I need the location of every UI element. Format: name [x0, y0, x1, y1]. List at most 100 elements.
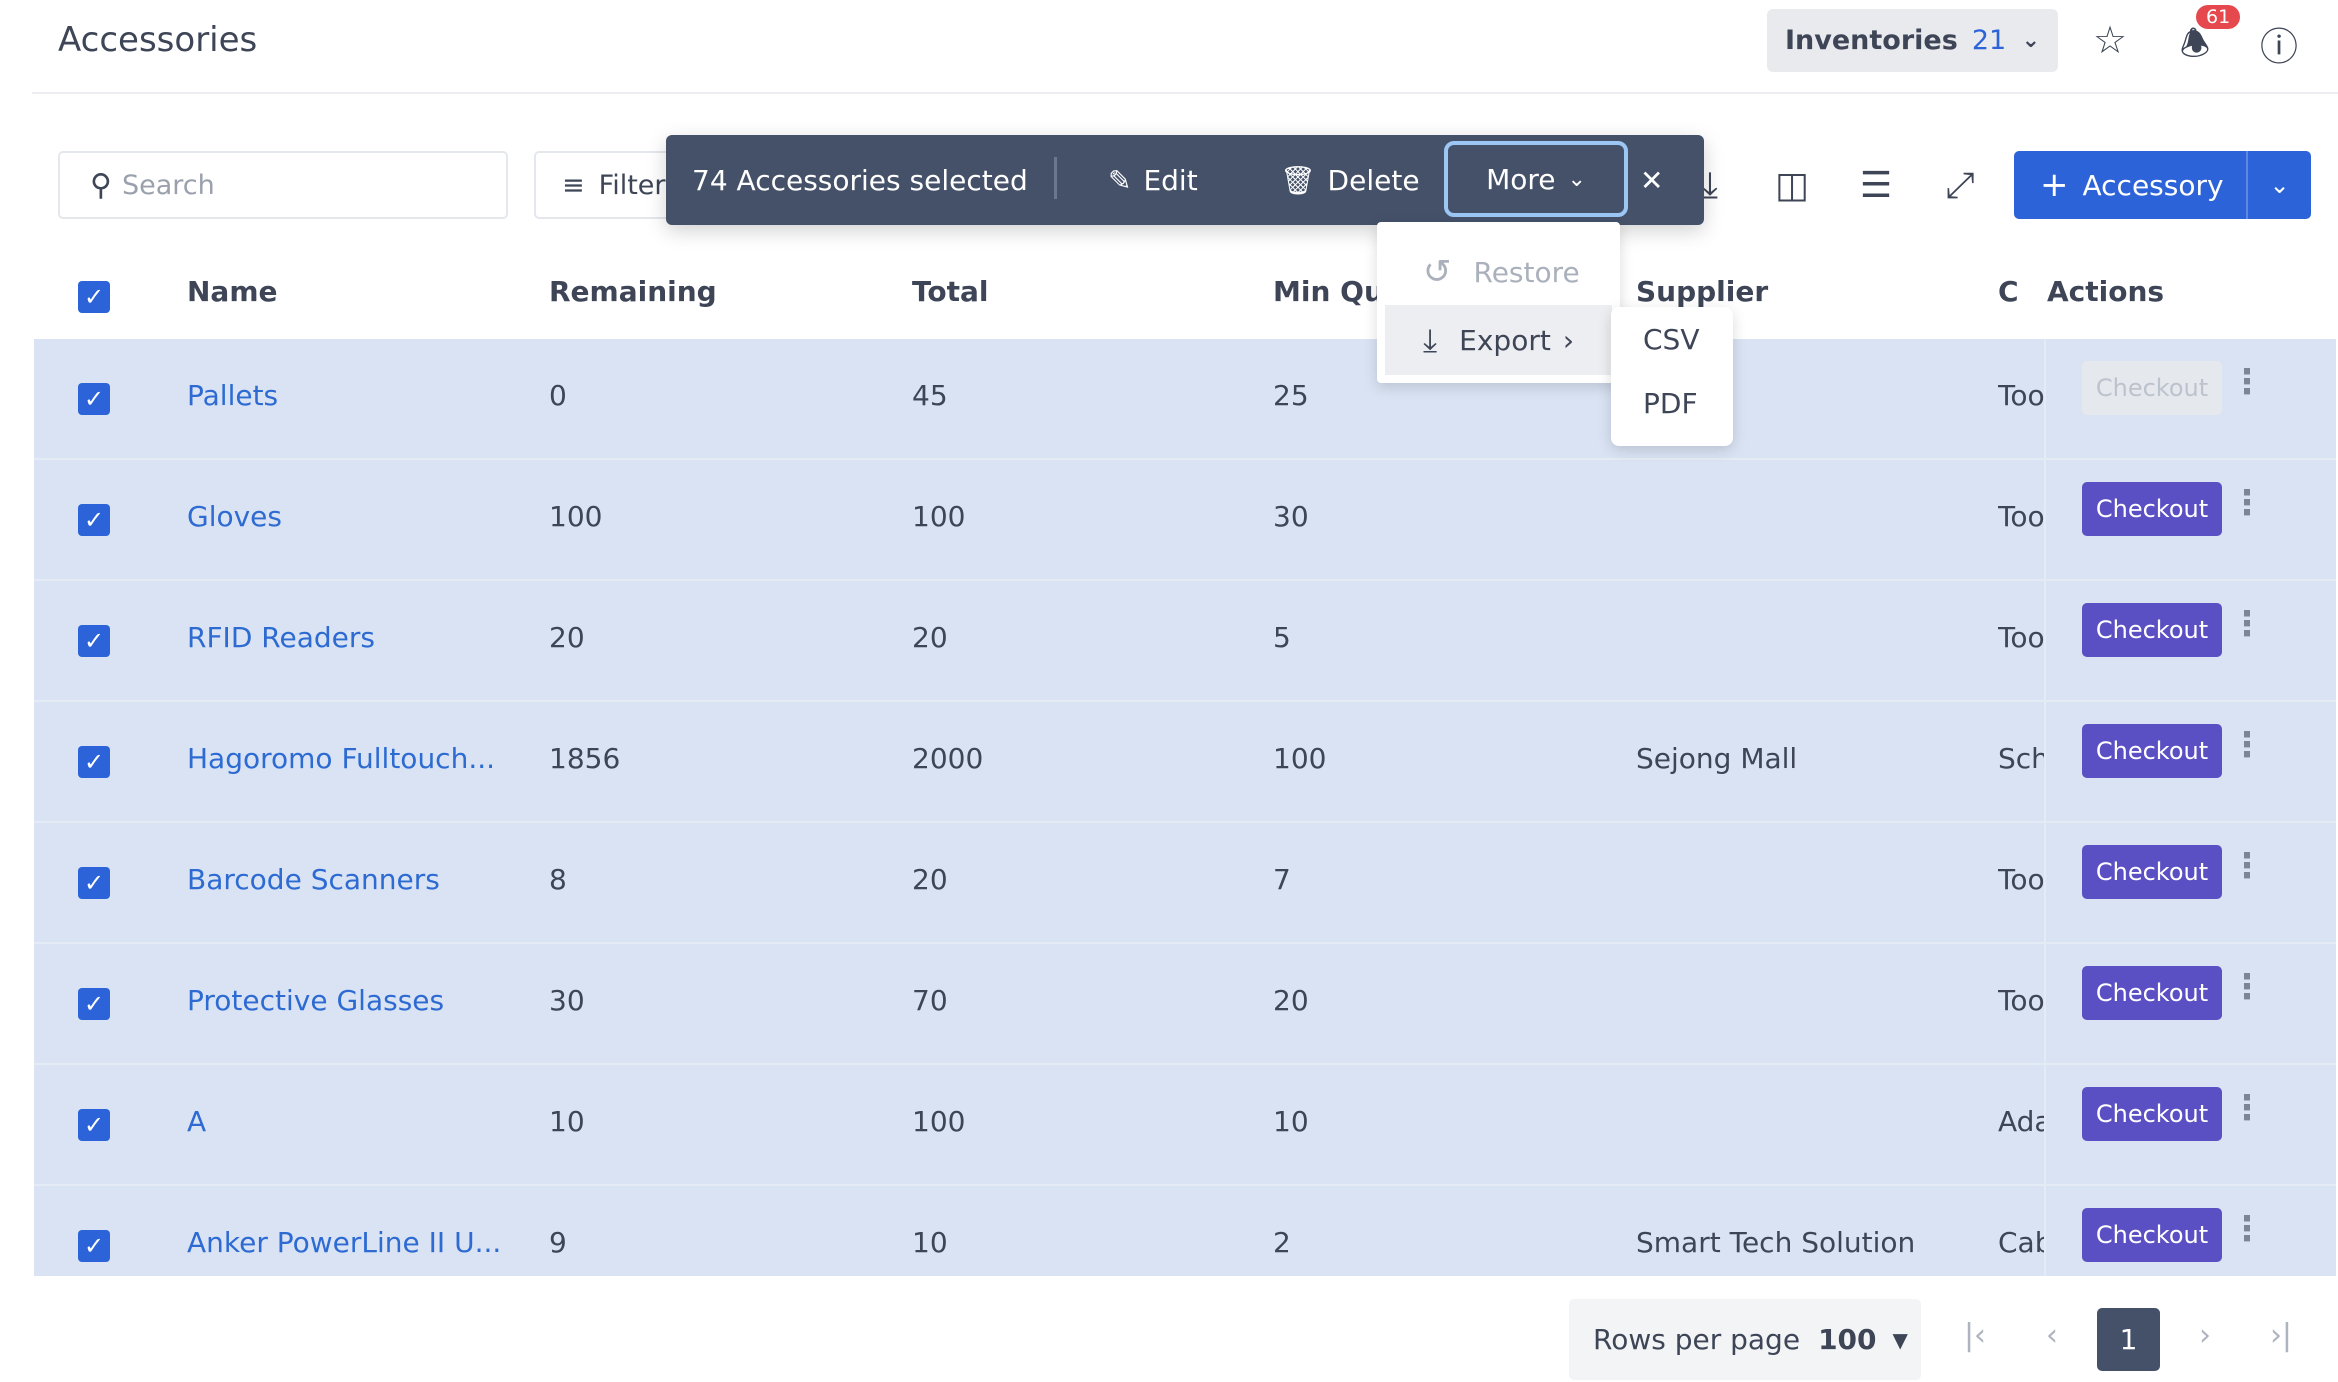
more-button[interactable]: More ⌄ — [1444, 141, 1628, 217]
previous-page-icon[interactable]: ‹ — [2046, 1318, 2058, 1353]
table-row[interactable]: ✓ Pallets 0 45 25 Tools Checkout ⋮ — [34, 339, 2336, 460]
table-row[interactable]: ✓ Anker PowerLine II U... 9 10 2 Smart Tech S… — [34, 1186, 2336, 1276]
accessory-name-link[interactable]: Protective Glasses — [187, 984, 445, 1017]
actions-cell: Checkout ⋮ — [2044, 944, 2336, 1063]
row-checkbox[interactable]: ✓ — [78, 746, 110, 778]
divider — [1054, 157, 1057, 199]
accessory-name-link[interactable]: Pallets — [187, 379, 279, 412]
table-row[interactable]: ✓ Protective Glasses 30 70 20 Tools Checkout ⋮ — [34, 944, 2336, 1065]
supplier-cell: Smart Tech Solution — [1636, 1226, 1916, 1259]
delete-button[interactable]: 🗑 Delete — [1280, 135, 1420, 225]
accessory-name-link[interactable]: Hagoromo Fulltouch... — [187, 742, 496, 775]
inventories-selector[interactable]: Inventories 21 ⌄ — [1767, 9, 2058, 72]
row-checkbox[interactable]: ✓ — [78, 504, 110, 536]
info-icon[interactable]: ⓘ — [2259, 25, 2298, 69]
bell-icon[interactable]: 🕭 — [2179, 24, 2211, 64]
plus-icon: + — [2040, 165, 2069, 205]
selected-count: 74 Accessories selected — [692, 163, 1028, 197]
column-category[interactable]: C — [1998, 275, 2019, 308]
column-supplier[interactable]: Supplier — [1636, 275, 1769, 308]
chevron-down-icon: ⌄ — [1567, 166, 1586, 192]
accessory-name-link[interactable]: Anker PowerLine II U... — [187, 1226, 502, 1259]
search-icon: ⚲ — [90, 167, 112, 203]
edit-button[interactable]: ✎ Edit — [1108, 135, 1198, 225]
checkout-button[interactable]: Checkout — [2082, 482, 2222, 536]
more-vertical-icon[interactable]: ⋮ — [2230, 483, 2264, 523]
more-vertical-icon[interactable]: ⋮ — [2230, 362, 2264, 402]
column-total[interactable]: Total — [912, 275, 989, 308]
total-cell: 100 — [912, 1105, 966, 1138]
actions-cell: Checkout ⋮ — [2044, 702, 2336, 821]
table-row[interactable]: ✓ RFID Readers 20 20 5 Tools Checkout ⋮ — [34, 581, 2336, 702]
select-all-checkbox[interactable]: ✓ — [78, 281, 110, 313]
edit-label: Edit — [1143, 163, 1198, 197]
download-icon[interactable]: ⤓ — [1702, 165, 1718, 206]
checkout-button[interactable]: Checkout — [2082, 1208, 2222, 1262]
add-accessory-button[interactable]: + Accessory ⌄ — [2014, 151, 2311, 219]
actions-cell: Checkout ⋮ — [2044, 581, 2336, 700]
checkout-button[interactable]: Checkout — [2082, 724, 2222, 778]
fullscreen-icon[interactable]: ⤢ — [1945, 165, 1975, 206]
star-icon[interactable]: ☆ — [2092, 18, 2128, 62]
remaining-cell: 20 — [549, 621, 585, 654]
table-row[interactable]: ✓ Hagoromo Fulltouch... 1856 2000 100 Sejong … — [34, 702, 2336, 823]
export-pdf[interactable]: PDF — [1643, 387, 1698, 420]
remaining-cell: 9 — [549, 1226, 567, 1259]
last-page-icon[interactable]: ›| — [2269, 1318, 2293, 1353]
min-qty-cell: 100 — [1273, 742, 1327, 775]
supplier-cell: Sejong Mall — [1636, 742, 1798, 775]
row-checkbox[interactable]: ✓ — [78, 1230, 110, 1262]
density-icon[interactable]: ☰ — [1859, 165, 1893, 206]
column-min-qty[interactable]: Min Qu — [1273, 275, 1384, 308]
checkout-button[interactable]: Checkout — [2082, 361, 2222, 415]
search-input[interactable]: ⚲ Search — [58, 151, 508, 219]
more-vertical-icon[interactable]: ⋮ — [2230, 846, 2264, 886]
checkout-button[interactable]: Checkout — [2082, 1087, 2222, 1141]
table-row[interactable]: ✓ Barcode Scanners 8 20 7 Tools Checkout ⋮ — [34, 823, 2336, 944]
chevron-down-icon[interactable]: ⌄ — [2269, 171, 2290, 199]
menu-item-restore[interactable]: ↺ Restore — [1385, 244, 1612, 300]
more-vertical-icon[interactable]: ⋮ — [2230, 967, 2264, 1007]
total-cell: 45 — [912, 379, 948, 412]
more-vertical-icon[interactable]: ⋮ — [2230, 604, 2264, 644]
row-checkbox[interactable]: ✓ — [78, 383, 110, 415]
filter-button[interactable]: ≡ Filters — [534, 151, 680, 219]
total-cell: 20 — [912, 863, 948, 896]
remaining-cell: 0 — [549, 379, 567, 412]
table-row[interactable]: ✓ Gloves 100 100 30 Tools Checkout ⋮ — [34, 460, 2336, 581]
checkout-button[interactable]: Checkout — [2082, 966, 2222, 1020]
accessory-name-link[interactable]: Gloves — [187, 500, 282, 533]
more-vertical-icon[interactable]: ⋮ — [2230, 1209, 2264, 1249]
add-accessory-main[interactable]: + Accessory — [2014, 151, 2248, 219]
more-menu: ↺ Restore ⤓ Export › — [1377, 222, 1620, 383]
column-actions: Actions — [2047, 275, 2165, 308]
row-checkbox[interactable]: ✓ — [78, 867, 110, 899]
rows-per-page-select[interactable]: Rows per page 100 ▼ — [1569, 1299, 1921, 1380]
table-row[interactable]: ✓A1010010AdaptersCheckout⋮ — [34, 1065, 2336, 1186]
first-page-icon[interactable]: |‹ — [1963, 1318, 1987, 1353]
accessory-name-link[interactable]: Barcode Scanners — [187, 863, 440, 896]
notification-badge: 61 — [2196, 5, 2241, 29]
page-button-current[interactable]: 1 — [2097, 1308, 2160, 1371]
export-csv[interactable]: CSV — [1643, 323, 1700, 356]
accessory-name-link[interactable]: A — [187, 1105, 207, 1138]
column-name[interactable]: Name — [187, 275, 278, 308]
menu-item-export[interactable]: ⤓ Export › — [1385, 305, 1612, 375]
rows-per-page-label: Rows per page — [1593, 1323, 1801, 1356]
chevron-down-icon: ⌄ — [2021, 28, 2040, 53]
row-checkbox[interactable]: ✓ — [78, 1109, 110, 1141]
more-vertical-icon[interactable]: ⋮ — [2230, 1088, 2264, 1128]
row-checkbox[interactable]: ✓ — [78, 625, 110, 657]
columns-icon[interactable]: ◫ — [1774, 165, 1809, 206]
close-icon[interactable]: ✕ — [1640, 163, 1664, 197]
checkout-button[interactable]: Checkout — [2082, 603, 2222, 657]
checkout-button[interactable]: Checkout — [2082, 845, 2222, 899]
search-placeholder: Search — [121, 169, 215, 201]
remaining-cell: 1856 — [549, 742, 621, 775]
actions-cell: Checkout ⋮ — [2044, 1065, 2336, 1184]
next-page-icon[interactable]: › — [2199, 1318, 2211, 1353]
more-vertical-icon[interactable]: ⋮ — [2230, 725, 2264, 765]
accessory-name-link[interactable]: RFID Readers — [187, 621, 375, 654]
column-remaining[interactable]: Remaining — [549, 275, 717, 308]
row-checkbox[interactable]: ✓ — [78, 988, 110, 1020]
